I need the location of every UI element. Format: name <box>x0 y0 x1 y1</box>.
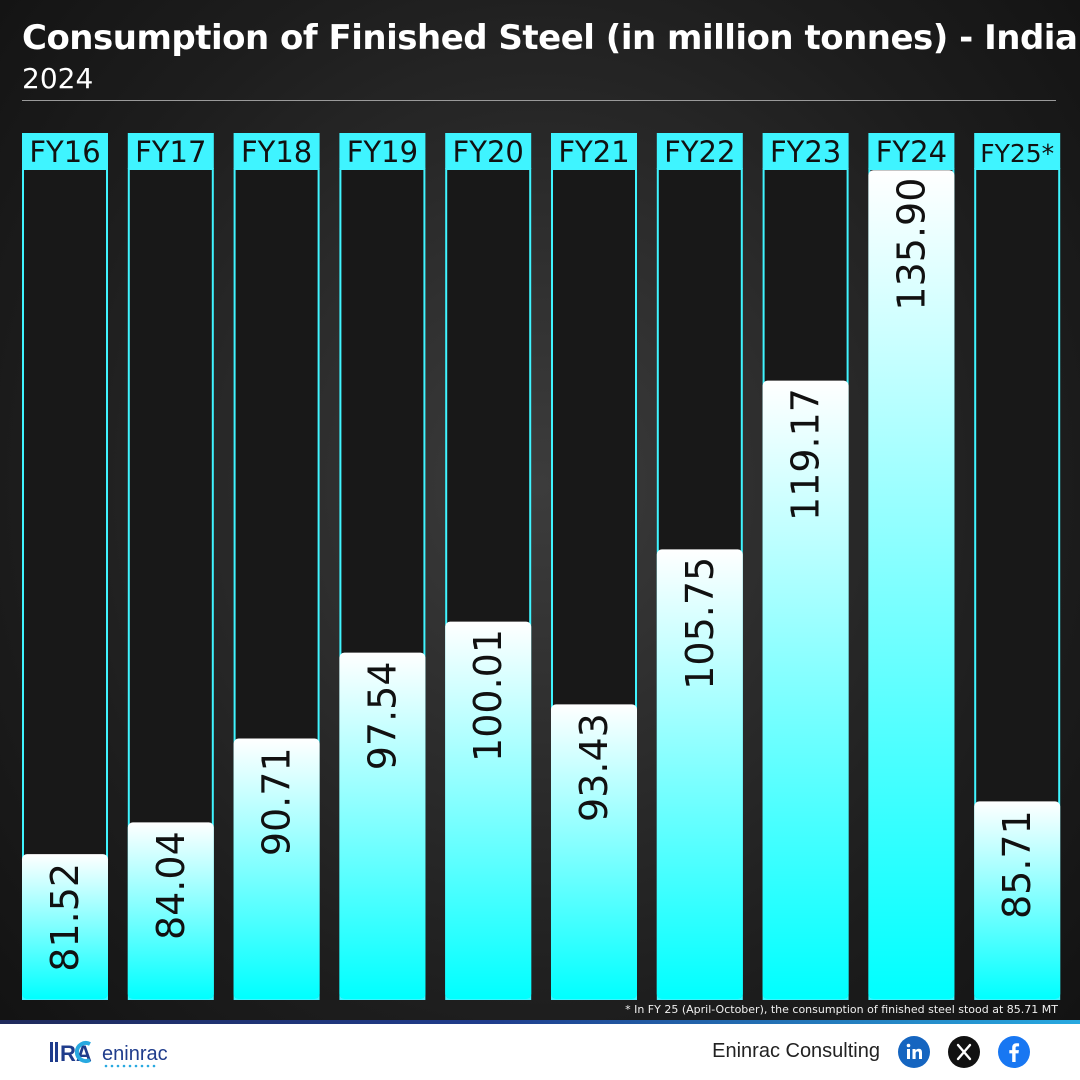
category-label: FY19 <box>347 135 418 169</box>
category-tab <box>339 133 426 169</box>
bar-column: FY22 105.75 <box>656 133 743 1000</box>
category-label: FY23 <box>770 135 841 169</box>
value-label: 105.75 <box>678 557 722 690</box>
category-label: FY20 <box>453 135 524 169</box>
category-label: FY21 <box>558 135 629 169</box>
bar-column: FY16 81.52 <box>22 133 108 1000</box>
value-label: 119.17 <box>784 388 828 521</box>
value-label: 135.90 <box>889 178 933 311</box>
facebook-icon[interactable] <box>998 1036 1030 1068</box>
category-label: FY24 <box>876 135 947 169</box>
value-label: 100.01 <box>466 629 510 762</box>
chart-subtitle: 2024 <box>22 62 94 95</box>
category-tab <box>127 133 214 169</box>
bar-column: FY24 135.90 <box>868 133 955 1000</box>
x-icon[interactable] <box>948 1036 980 1068</box>
value-label: 90.71 <box>255 747 299 856</box>
category-label: FY25* <box>980 139 1054 168</box>
bar <box>656 549 743 999</box>
bar-column: FY25* 85.71 <box>974 133 1061 1000</box>
logo-wordmark: eninrac <box>102 1043 168 1065</box>
bar-column: FY19 97.54 <box>339 133 426 1000</box>
value-label: 81.52 <box>43 863 87 972</box>
value-label: 97.54 <box>360 661 404 770</box>
category-tab <box>656 133 743 169</box>
bar <box>551 704 637 999</box>
category-label: FY17 <box>135 135 206 169</box>
category-tab <box>868 133 955 169</box>
chart-title: Consumption of Finished Steel (in millio… <box>22 18 1078 58</box>
footnote: * In FY 25 (April-October), the consumpt… <box>625 1003 1058 1016</box>
category-tab <box>233 133 320 169</box>
bar <box>233 738 320 999</box>
bar-column: FY21 93.43 <box>551 133 637 1000</box>
bar-column: FY18 90.71 <box>233 133 320 1000</box>
bar-column: FY17 84.04 <box>127 133 214 1000</box>
category-tab <box>551 133 637 169</box>
brand-name: Eninrac Consulting <box>712 1040 880 1062</box>
category-label: FY18 <box>241 135 312 169</box>
bar <box>22 854 108 999</box>
category-tab <box>445 133 532 169</box>
value-label: 93.43 <box>572 713 616 822</box>
value-label: 84.04 <box>149 831 193 940</box>
value-label: 85.71 <box>995 810 1039 919</box>
header-divider <box>22 100 1056 101</box>
eninrac-logo: RA eninrac <box>50 1041 168 1068</box>
bar <box>127 822 214 999</box>
bar <box>339 652 426 999</box>
linkedin-icon[interactable] <box>898 1036 930 1068</box>
category-tab <box>762 133 849 169</box>
bar-column: FY20 100.01 <box>445 133 532 1000</box>
category-label: FY22 <box>664 135 735 169</box>
category-tab <box>22 133 108 169</box>
category-tab <box>974 133 1061 169</box>
category-label: FY16 <box>29 135 100 169</box>
bar <box>868 170 955 999</box>
bar <box>974 801 1061 999</box>
bar <box>762 380 849 999</box>
bar <box>445 621 532 999</box>
bar-column: FY23 119.17 <box>762 133 849 1000</box>
